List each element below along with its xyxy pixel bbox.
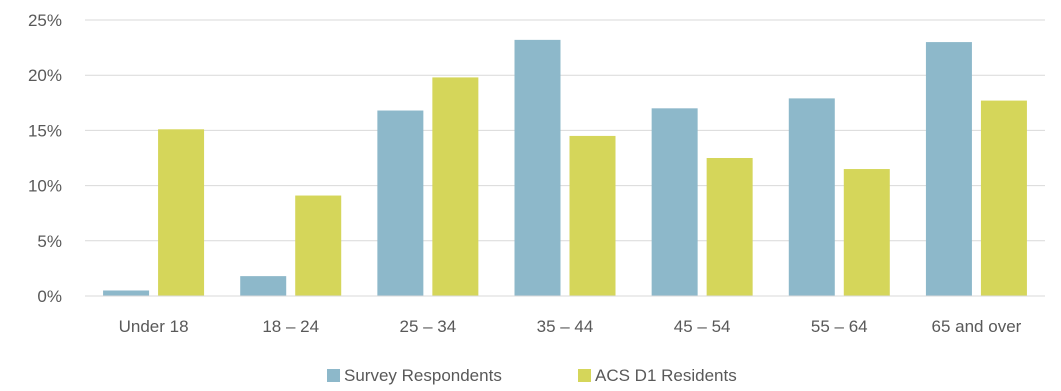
bar-survey-respondents	[103, 290, 150, 296]
x-tick-label: Under 18	[119, 317, 189, 336]
bar-acs-d1-residents	[295, 195, 342, 296]
bar-acs-d1-residents	[432, 77, 479, 297]
x-tick-label: 45 – 54	[674, 317, 731, 336]
gridlines	[85, 19, 1045, 242]
bar-survey-respondents	[514, 39, 561, 296]
bar-survey-respondents	[240, 276, 287, 296]
legend: Survey Respondents ACS D1 Residents	[327, 366, 737, 385]
y-axis-tick-labels: 0% 5% 10% 15% 20% 25%	[28, 11, 62, 306]
bar-acs-d1-residents	[706, 158, 753, 296]
legend-swatch	[327, 369, 340, 382]
legend-swatch	[578, 369, 591, 382]
x-axis-tick-labels: Under 18 18 – 24 25 – 34 35 – 44 45 – 54 55 –…	[119, 317, 1022, 336]
y-tick-label: 5%	[37, 232, 62, 251]
bar-survey-respondents	[788, 98, 835, 296]
y-tick-label: 10%	[28, 177, 62, 196]
bar-survey-respondents	[925, 42, 972, 296]
y-tick-label: 25%	[28, 11, 62, 30]
x-tick-label: 35 – 44	[537, 317, 594, 336]
bar-acs-d1-residents	[843, 169, 890, 296]
bar-acs-d1-residents	[158, 129, 205, 296]
x-tick-label: 55 – 64	[811, 317, 868, 336]
x-tick-label: 18 – 24	[262, 317, 319, 336]
x-tick-label: 65 and over	[932, 317, 1022, 336]
bar-acs-d1-residents	[569, 135, 616, 296]
bar-survey-respondents	[377, 110, 424, 296]
y-tick-label: 15%	[28, 121, 62, 140]
y-tick-label: 0%	[37, 287, 62, 306]
legend-label: Survey Respondents	[344, 366, 502, 385]
bar-acs-d1-residents	[980, 100, 1027, 296]
bar-survey-respondents	[651, 108, 698, 296]
bars	[103, 39, 1027, 297]
legend-label: ACS D1 Residents	[595, 366, 737, 385]
x-tick-label: 25 – 34	[399, 317, 456, 336]
y-tick-label: 20%	[28, 66, 62, 85]
